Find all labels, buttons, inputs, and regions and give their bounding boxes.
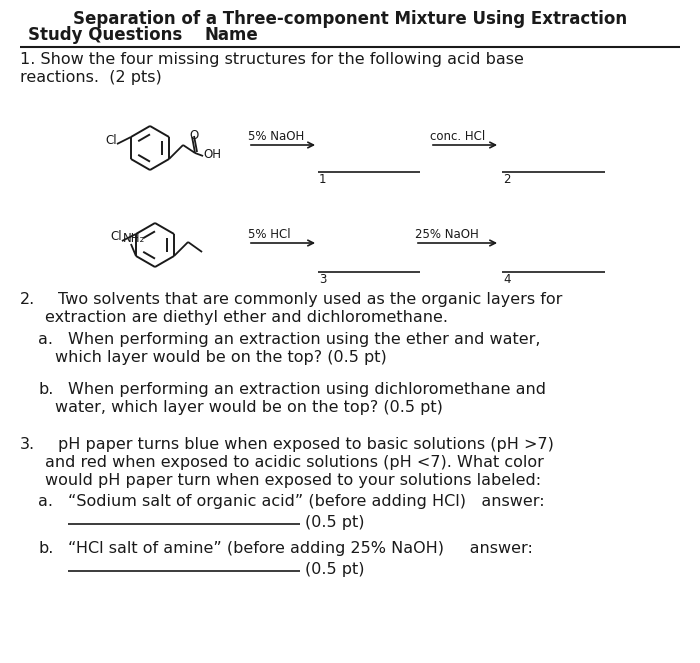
Text: 3.: 3.: [20, 437, 35, 452]
Text: which layer would be on the top? (0.5 pt): which layer would be on the top? (0.5 pt…: [55, 350, 386, 365]
Text: Cl: Cl: [110, 231, 122, 243]
Text: NH₂: NH₂: [123, 232, 145, 245]
Text: Study Questions: Study Questions: [28, 26, 182, 44]
Text: water, which layer would be on the top? (0.5 pt): water, which layer would be on the top? …: [55, 400, 443, 415]
Text: O: O: [189, 129, 198, 142]
Text: 25% NaOH: 25% NaOH: [415, 228, 479, 241]
Text: and red when exposed to acidic solutions (pH <7). What color: and red when exposed to acidic solutions…: [45, 455, 544, 470]
Text: 2: 2: [503, 173, 510, 186]
Text: pH paper turns blue when exposed to basic solutions (pH >7): pH paper turns blue when exposed to basi…: [58, 437, 554, 452]
Text: When performing an extraction using the ether and water,: When performing an extraction using the …: [68, 332, 540, 347]
Text: a.: a.: [38, 332, 53, 347]
Text: OH: OH: [203, 148, 221, 161]
Text: 3: 3: [319, 273, 326, 286]
Text: would pH paper turn when exposed to your solutions labeled:: would pH paper turn when exposed to your…: [45, 473, 541, 488]
Text: (0.5 pt): (0.5 pt): [305, 562, 365, 577]
Text: 2.: 2.: [20, 292, 35, 307]
Text: When performing an extraction using dichloromethane and: When performing an extraction using dich…: [68, 382, 546, 397]
Text: 1: 1: [319, 173, 326, 186]
Text: conc. HCl: conc. HCl: [430, 130, 485, 143]
Text: reactions.  (2 pts): reactions. (2 pts): [20, 70, 162, 85]
Text: Separation of a Three-component Mixture Using Extraction: Separation of a Three-component Mixture …: [73, 10, 627, 28]
Text: 5% NaOH: 5% NaOH: [248, 130, 304, 143]
Text: Two solvents that are commonly used as the organic layers for: Two solvents that are commonly used as t…: [58, 292, 562, 307]
Text: “HCl salt of amine” (before adding 25% NaOH)     answer:: “HCl salt of amine” (before adding 25% N…: [68, 541, 533, 556]
Text: Name: Name: [205, 26, 259, 44]
Text: b.: b.: [38, 541, 53, 556]
Text: 4: 4: [503, 273, 510, 286]
Text: b.: b.: [38, 382, 53, 397]
Text: a.: a.: [38, 494, 53, 509]
Text: Cl: Cl: [105, 133, 117, 147]
Text: 5% HCl: 5% HCl: [248, 228, 290, 241]
Text: extraction are diethyl ether and dichloromethane.: extraction are diethyl ether and dichlor…: [45, 310, 448, 325]
Text: “Sodium salt of organic acid” (before adding HCl)   answer:: “Sodium salt of organic acid” (before ad…: [68, 494, 545, 509]
Text: (0.5 pt): (0.5 pt): [305, 515, 365, 530]
Text: 1. Show the four missing structures for the following acid base: 1. Show the four missing structures for …: [20, 52, 524, 67]
